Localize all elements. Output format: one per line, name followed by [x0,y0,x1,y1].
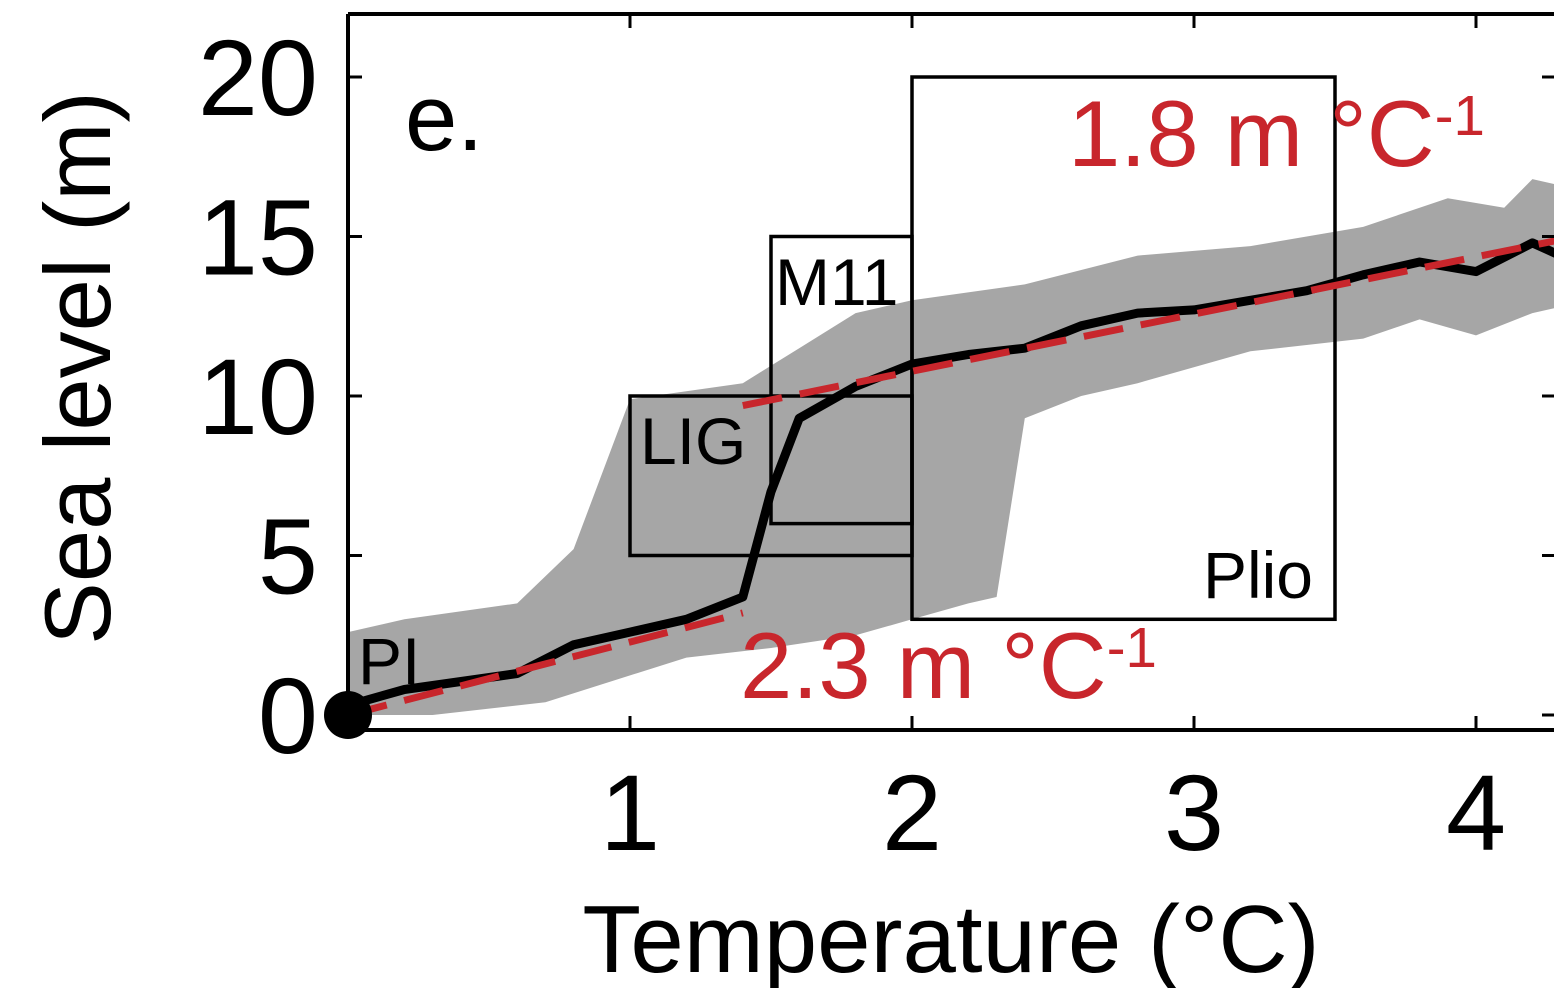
x-tick-label: 1 [600,752,660,873]
x-tick-label: 4 [1446,752,1506,873]
y-tick-label: 15 [198,177,318,298]
uncertainty-band [348,179,1554,715]
fit-annotation-0: 2.3 m °C-1 [740,613,1157,718]
fit-annotation-exponent-1: -1 [1435,84,1485,147]
point-label: PI [358,624,420,698]
box-label-lig: LIG [640,404,746,478]
panel-label: e. [405,65,483,170]
box-label-plio: Plio [1203,538,1313,612]
y-tick-label: 20 [198,17,318,138]
point-marker-0 [324,691,372,739]
x-axis-title: Temperature (°C) [582,886,1319,988]
x-tick-label: 3 [1164,752,1224,873]
x-tick-label: 2 [882,752,942,873]
fit-line-0 [348,609,744,719]
y-axis-title: Sea level (m) [25,91,130,645]
box-plio [910,75,1337,622]
series-line-0 [348,238,1554,710]
y-tick-label: 10 [198,336,318,457]
box-label-m11: M11 [775,245,899,319]
fit-annotation-1: 1.8 m °C-1 [1068,81,1485,186]
y-tick-label: 5 [258,496,318,617]
y-tick-label: 0 [258,655,318,776]
fit-line-1 [742,237,1554,410]
fit-annotation-exponent-0: -1 [1107,616,1157,679]
